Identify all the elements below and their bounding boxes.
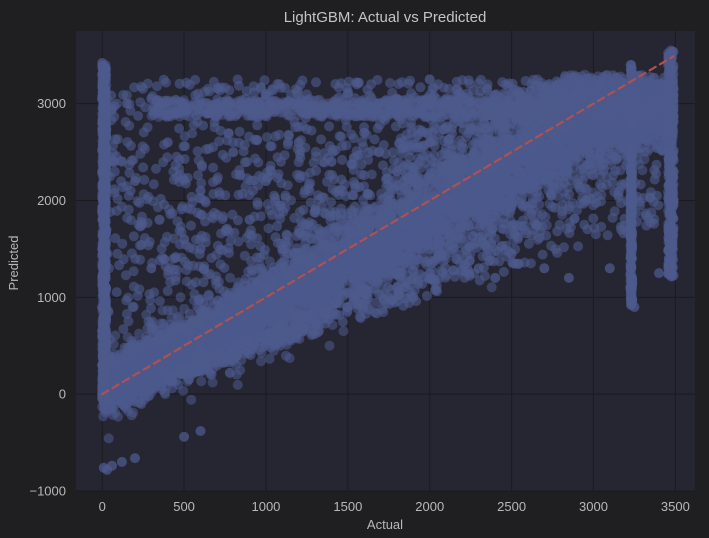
data-point: [232, 379, 243, 390]
data-point: [103, 433, 114, 444]
data-point: [474, 199, 485, 210]
data-point: [377, 267, 388, 278]
data-point: [280, 350, 291, 361]
data-point: [556, 159, 567, 170]
data-point: [517, 200, 528, 211]
data-point: [531, 170, 542, 181]
data-point: [186, 394, 197, 405]
data-point: [126, 410, 137, 421]
data-point: [225, 272, 236, 283]
data-point: [452, 190, 463, 201]
data-point: [411, 243, 422, 254]
data-point: [324, 340, 335, 351]
data-point: [520, 155, 531, 166]
data-point: [506, 200, 517, 211]
data-points: [97, 45, 679, 475]
data-point: [196, 376, 207, 387]
data-point: [338, 289, 349, 300]
data-point: [535, 158, 546, 169]
data-point: [159, 387, 170, 398]
data-point: [532, 180, 543, 191]
data-point: [486, 282, 497, 293]
data-point: [338, 326, 349, 337]
data-point: [488, 218, 499, 229]
data-point: [320, 292, 330, 303]
